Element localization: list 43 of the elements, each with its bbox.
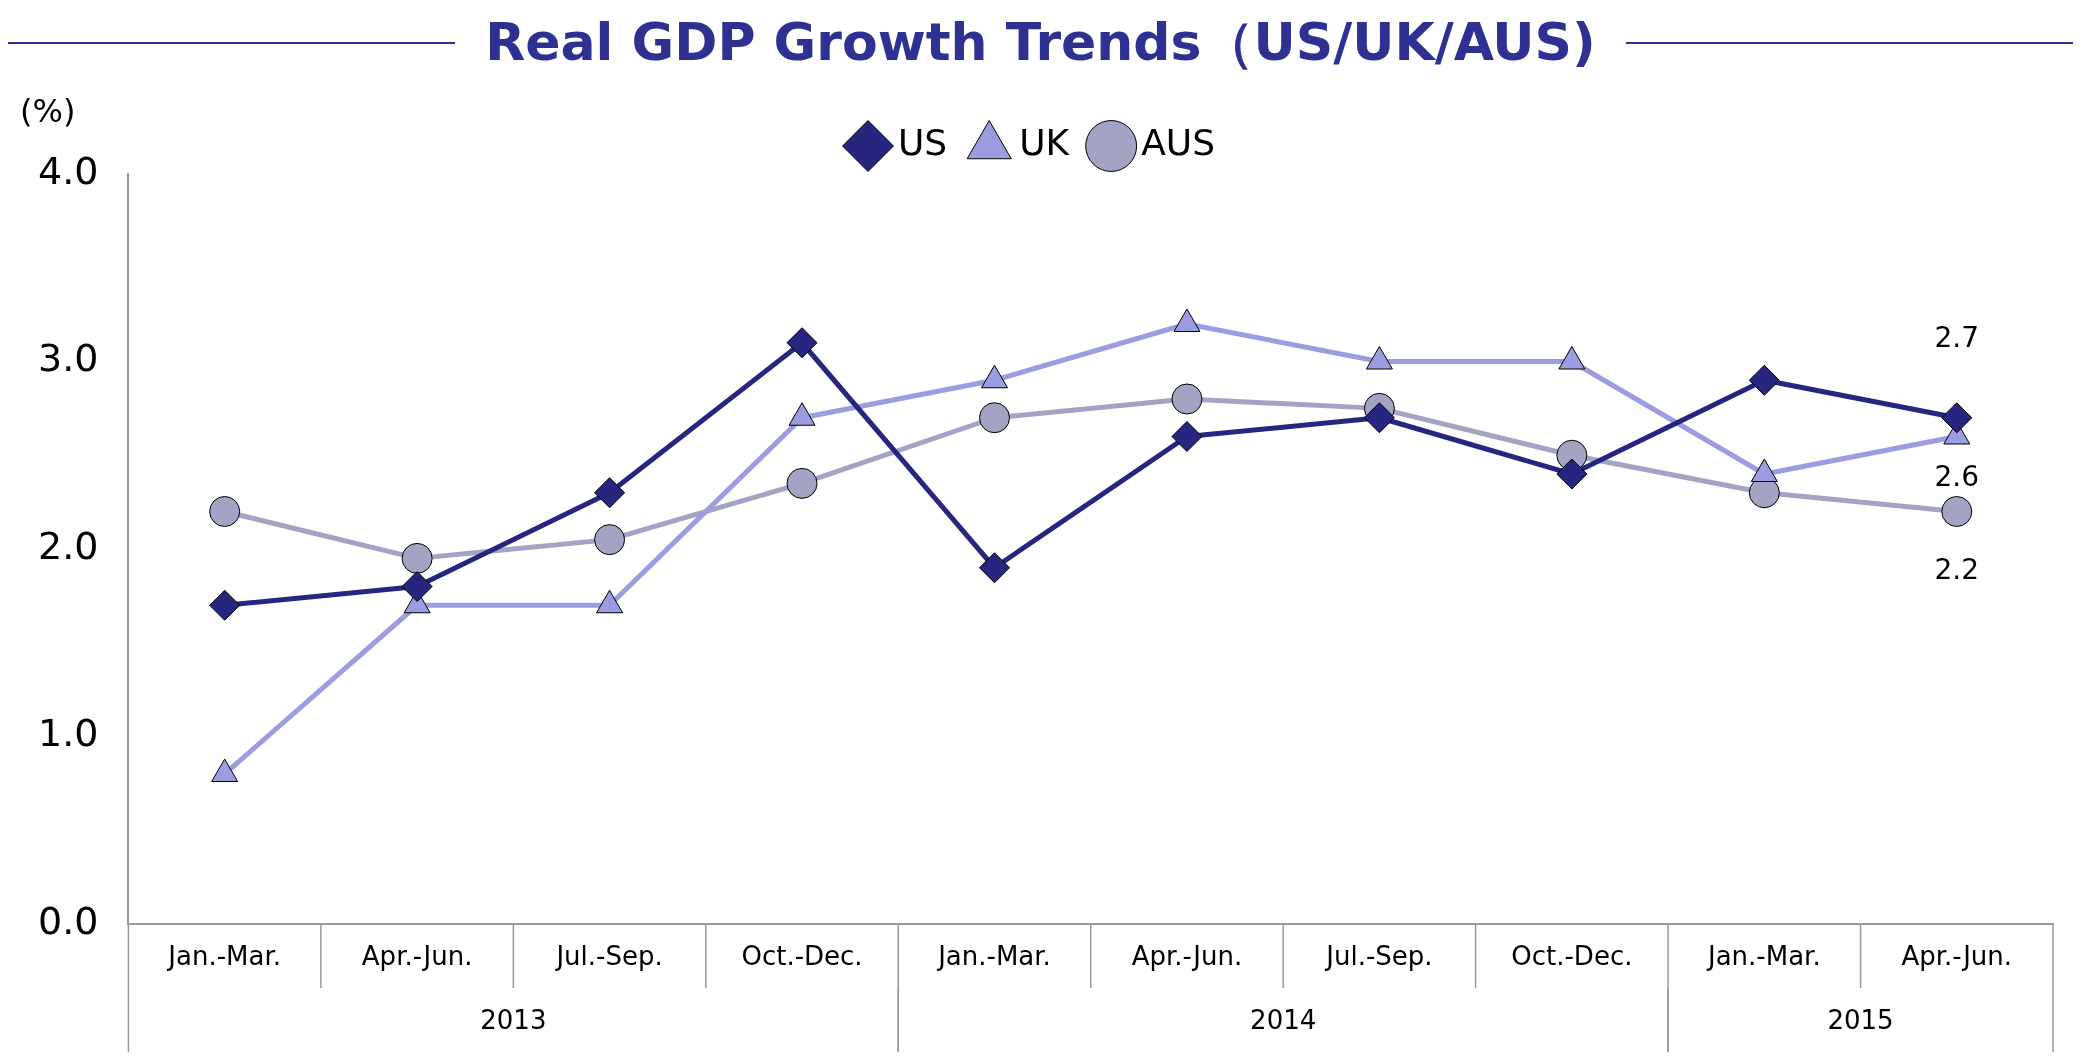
data-label: 2.7	[1934, 321, 1980, 355]
x-tick-label: Apr.-Jun.	[1131, 940, 1243, 971]
point	[1941, 496, 1973, 527]
text: 2014	[1250, 1004, 1317, 1035]
y-tick-label: 0.0	[38, 898, 99, 943]
point	[1171, 421, 1203, 452]
y-tick-label: 1.0	[38, 711, 99, 756]
x-tick-label: Jan.-Mar.	[166, 940, 281, 971]
point	[1363, 402, 1395, 434]
x-tick-label: Apr.-Jun.	[1901, 940, 2013, 971]
data-label: 2.6	[1934, 459, 1980, 493]
point	[594, 477, 626, 509]
point	[1941, 402, 1973, 434]
point	[1171, 383, 1203, 415]
chart-title: Real GDP Growth Trends（US/UK/AUS)	[485, 11, 1596, 74]
point	[401, 542, 433, 574]
point	[978, 552, 1010, 584]
legend-label: AUS	[1141, 122, 1215, 164]
y-axis-title: (%)	[20, 92, 76, 131]
y-tick-label: 2.0	[38, 523, 99, 568]
data-label: 2.2	[1934, 552, 1980, 586]
point	[1556, 458, 1588, 490]
x-tick-label: Oct.-Dec.	[741, 940, 863, 971]
x-tick-label: Apr.-Jun.	[361, 940, 473, 971]
point	[594, 524, 626, 556]
legend-label: US	[898, 122, 948, 164]
text: 2015	[1827, 1004, 1894, 1035]
y-tick-label: 3.0	[38, 336, 99, 381]
point	[209, 589, 241, 621]
x-tick-label: Oct.-Dec.	[1511, 940, 1633, 971]
y-tick-label: 4.0	[38, 148, 99, 193]
x-tick-label: Jul.-Sep.	[554, 940, 663, 971]
legend-label: UK	[1019, 122, 1071, 164]
point	[209, 496, 241, 527]
point	[1748, 364, 1780, 396]
point	[786, 467, 818, 499]
point	[978, 402, 1010, 434]
x-tick-label: Jan.-Mar.	[1705, 940, 1821, 971]
point	[786, 327, 818, 359]
x-tick-label: Jan.-Mar.	[936, 940, 1051, 971]
text: 2013	[480, 1004, 547, 1035]
x-tick-label: Jul.-Sep.	[1324, 940, 1433, 971]
point	[401, 571, 433, 602]
